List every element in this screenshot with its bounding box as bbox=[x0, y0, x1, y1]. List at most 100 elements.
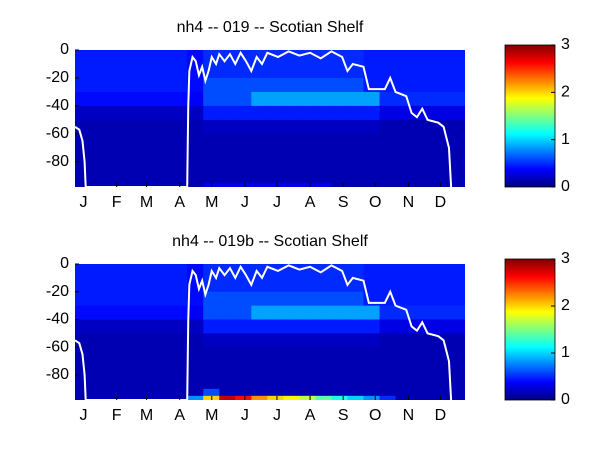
heat-cell bbox=[267, 50, 284, 65]
x-tick-label: N bbox=[403, 194, 415, 211]
heat-cell bbox=[251, 375, 268, 390]
heat-cell bbox=[299, 119, 316, 135]
heat-cell bbox=[91, 147, 108, 163]
heat-cell bbox=[347, 388, 364, 397]
heat-cell bbox=[427, 133, 445, 149]
heat-cell bbox=[363, 375, 381, 390]
x-tick-label: O bbox=[369, 407, 381, 424]
x-tick-label: J bbox=[80, 407, 88, 424]
heat-cell bbox=[123, 277, 140, 293]
heat-cell bbox=[363, 395, 381, 400]
heat-cell bbox=[139, 63, 156, 79]
heat-cell bbox=[235, 375, 252, 390]
heat-cell bbox=[235, 133, 252, 149]
heat-cell bbox=[139, 277, 156, 293]
heat-cell bbox=[379, 264, 397, 279]
heat-cell bbox=[299, 291, 316, 307]
heat-cell bbox=[443, 105, 465, 121]
heat-cell bbox=[91, 77, 108, 93]
heat-cell bbox=[171, 161, 188, 177]
heat-cell bbox=[283, 395, 300, 400]
heat-cell bbox=[155, 147, 172, 163]
heat-cell bbox=[123, 147, 140, 163]
heat-cell bbox=[315, 105, 332, 121]
heat-cell bbox=[443, 388, 465, 397]
heat-cell bbox=[267, 277, 284, 293]
heat-cell bbox=[107, 305, 124, 321]
heat-cell bbox=[267, 161, 284, 177]
heat-cell bbox=[363, 63, 381, 79]
heat-cell bbox=[91, 305, 108, 321]
heat-cell bbox=[299, 50, 316, 65]
heat-cell bbox=[139, 291, 156, 307]
heat-cell bbox=[427, 277, 445, 293]
heat-cell bbox=[379, 105, 397, 121]
heat-cell bbox=[219, 91, 236, 107]
heat-cell bbox=[267, 147, 284, 163]
heat-cell bbox=[203, 347, 220, 362]
heat-cell bbox=[347, 182, 364, 187]
heat-cell bbox=[395, 105, 413, 121]
x-tick-label: O bbox=[369, 194, 381, 211]
heat-cell bbox=[107, 161, 124, 177]
heat-cell bbox=[427, 147, 445, 163]
x-tick-label: J bbox=[241, 194, 249, 211]
heat-cell bbox=[379, 388, 397, 397]
heat-cell bbox=[379, 361, 397, 376]
heat-cell bbox=[235, 91, 252, 107]
heat-cell bbox=[427, 161, 445, 177]
heat-cell bbox=[347, 91, 364, 107]
heat-cell bbox=[107, 319, 124, 334]
heat-cell bbox=[315, 133, 332, 149]
heat-cell bbox=[235, 388, 252, 397]
heat-cell bbox=[411, 388, 429, 397]
heat-cell bbox=[75, 119, 92, 135]
heat-cell bbox=[139, 361, 156, 376]
heat-cell bbox=[315, 291, 332, 307]
heat-cell bbox=[75, 388, 92, 397]
heat-cell bbox=[411, 133, 429, 149]
heat-cell bbox=[299, 375, 316, 390]
colorbar-tick-label: 2 bbox=[561, 297, 570, 314]
heat-cell bbox=[283, 119, 300, 135]
heat-cell bbox=[187, 305, 204, 321]
heat-cell bbox=[299, 388, 316, 397]
heat-cell bbox=[203, 91, 220, 107]
heat-cell bbox=[155, 333, 172, 348]
heat-cell bbox=[267, 305, 284, 321]
heat-cell bbox=[107, 264, 124, 279]
heat-cell bbox=[91, 375, 108, 390]
x-tick-label: D bbox=[435, 194, 447, 211]
heat-cell bbox=[395, 361, 413, 376]
heat-cell bbox=[315, 277, 332, 293]
heat-cell bbox=[427, 175, 445, 184]
y-tick-label: -20 bbox=[46, 283, 69, 300]
heat-cell bbox=[235, 161, 252, 177]
heat-cell bbox=[235, 63, 252, 79]
heat-cell bbox=[187, 361, 204, 376]
y-tick-label: -80 bbox=[46, 153, 69, 170]
heat-cell bbox=[219, 333, 236, 348]
heat-cell bbox=[123, 105, 140, 121]
heat-cell bbox=[299, 395, 316, 400]
heat-cell bbox=[107, 119, 124, 135]
heat-cell bbox=[283, 361, 300, 376]
heat-cell bbox=[363, 305, 381, 321]
heat-cell bbox=[331, 361, 348, 376]
heat-cell bbox=[443, 361, 465, 376]
heat-cell bbox=[187, 319, 204, 334]
heat-cell bbox=[75, 305, 92, 321]
heat-cell bbox=[443, 77, 465, 93]
heat-cell bbox=[251, 63, 268, 79]
heat-cell bbox=[123, 291, 140, 307]
heat-cell bbox=[171, 305, 188, 321]
heat-cell bbox=[443, 147, 465, 163]
heat-cell bbox=[75, 175, 92, 184]
heat-cell bbox=[219, 375, 236, 390]
heat-cell bbox=[75, 77, 92, 93]
heat-cell bbox=[299, 105, 316, 121]
heat-cell bbox=[235, 395, 252, 400]
heat-cell bbox=[219, 305, 236, 321]
heat-cell bbox=[187, 77, 204, 93]
heat-cell bbox=[267, 291, 284, 307]
